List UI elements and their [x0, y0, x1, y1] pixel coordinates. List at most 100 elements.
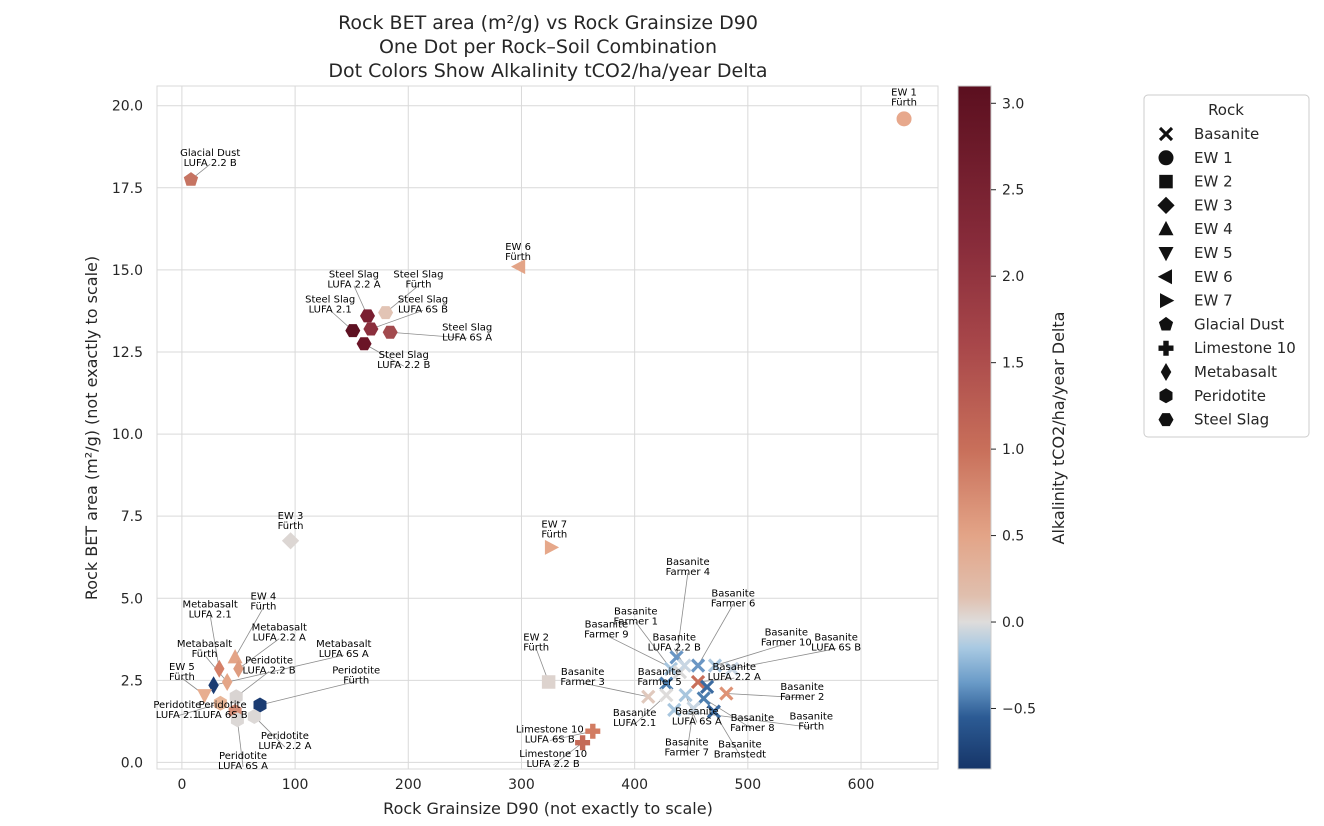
leader-line [582, 682, 649, 698]
point-label: Fürth [798, 721, 824, 732]
x-tick-label: 300 [508, 777, 535, 793]
y-axis-label: Rock BET area (m²/g) (not exactly to sca… [82, 256, 101, 600]
data-point [233, 659, 244, 678]
data-point [511, 259, 526, 275]
point-label: Basanite [713, 662, 757, 673]
point-label: Limestone 10 [519, 749, 587, 760]
legend-label: Limestone 10 [1194, 339, 1296, 357]
point-marker [229, 689, 243, 705]
legend-marker [1160, 363, 1172, 381]
point-marker [667, 702, 682, 717]
data-point [659, 676, 674, 691]
point-label: Bramstedt [714, 749, 766, 760]
point-label: Basanite [711, 588, 755, 599]
point-label: LUFA 2.2 B [527, 759, 580, 770]
point-marker [641, 689, 656, 704]
data-point [183, 172, 199, 186]
point-label: EW 4 [251, 592, 277, 603]
point-label: LUFA 2.1 [156, 710, 199, 721]
data-point [686, 701, 701, 716]
data-point [227, 649, 243, 664]
leader-line [236, 719, 244, 767]
legend-item: Glacial Dust [1158, 315, 1284, 333]
legend-label: EW 4 [1194, 220, 1233, 238]
legend-label: Glacial Dust [1194, 315, 1284, 333]
point-marker [221, 673, 233, 691]
legend-label: Basanite [1194, 125, 1259, 143]
data-point [541, 675, 556, 689]
colorbar-tick-label: 1.0 [1002, 442, 1024, 458]
point-marker [678, 688, 693, 703]
point-label: Fürth [505, 252, 531, 263]
point-label: LUFA 2.1 [189, 610, 232, 621]
leader-line [713, 711, 741, 756]
chart-title-group: Rock BET area (m²/g) vs Rock Grainsize D… [328, 12, 767, 82]
leader-line [209, 615, 220, 669]
point-label: Basanite [638, 667, 682, 678]
data-point [544, 539, 560, 555]
colorbar-tick-label: 0.0 [1002, 615, 1024, 631]
point-label: LUFA 2.2 A [327, 280, 380, 291]
data-point [360, 309, 375, 323]
legend-marker [1159, 388, 1173, 404]
point-marker [363, 322, 379, 336]
legend-label: EW 7 [1194, 292, 1233, 310]
point-marker [378, 306, 394, 320]
point-marker [544, 539, 560, 555]
point-label: LUFA 2.2 A [258, 741, 311, 752]
point-label: Metabasalt [252, 623, 307, 634]
x-axis-label: Rock Grainsize D90 (not exactly to scale… [383, 799, 713, 818]
point-label: Glacial Dust [180, 148, 240, 159]
point-label: Basanite [789, 711, 833, 722]
colorbar-tick-label: 2.5 [1002, 183, 1024, 199]
point-marker [896, 111, 912, 127]
data-point [585, 723, 601, 739]
y-tick-label: 10.0 [112, 427, 143, 443]
leader-line [697, 604, 734, 666]
point-marker [247, 709, 261, 724]
legend-item: EW 1 [1158, 149, 1233, 167]
colorbar: 3.0 2.5 2.0 1.5 1.0 0.5 0.0 −0.5 Alkalinity tCO… [957, 85, 1068, 770]
colorbar-label: Alkalinity tCO2/ha/year Delta [1049, 312, 1068, 545]
point-label: Fürth [192, 649, 218, 660]
leader-line [234, 607, 264, 658]
point-label: Metabasalt [183, 600, 238, 611]
point-label: Basanite [718, 739, 762, 750]
chart-subtitle-1: One Dot per Rock–Soil Combination [379, 36, 717, 58]
data-point [253, 697, 267, 713]
legend-item: Metabasalt [1160, 363, 1277, 381]
point-marker [677, 658, 692, 673]
point-label: Limestone 10 [516, 725, 584, 736]
leader-line [726, 693, 803, 699]
data-point [197, 689, 212, 704]
point-label: Fürth [406, 280, 432, 291]
point-marker [227, 649, 243, 664]
annotation-leader-lines [177, 163, 837, 767]
data-point [663, 661, 678, 676]
colorbar-tick-label: 1.5 [1002, 356, 1024, 372]
data-point [677, 658, 692, 673]
point-marker [719, 686, 734, 701]
point-label: Farmer 8 [730, 723, 774, 734]
data-point [706, 704, 721, 719]
point-label: Basanite [675, 706, 719, 717]
data-point [641, 689, 656, 704]
point-label: Basanite [614, 606, 658, 617]
legend-item: EW 2 [1159, 173, 1233, 191]
point-label: Metabasalt [316, 639, 371, 650]
point-label: LUFA 6S A [218, 761, 268, 772]
point-label: LUFA 6S B [398, 304, 448, 315]
data-point [690, 658, 706, 673]
point-label: LUFA 6S B [811, 643, 861, 654]
point-marker [253, 697, 267, 713]
point-label: LUFA 2.1 [309, 304, 352, 315]
leader-line [254, 716, 286, 748]
point-label: Fürth [250, 602, 276, 613]
point-label: Basanite [780, 682, 824, 693]
legend-marker [1158, 413, 1174, 427]
leader-line [259, 681, 357, 706]
leader-line [213, 654, 344, 686]
point-label: EW 2 [523, 633, 549, 644]
point-label: Fürth [343, 675, 369, 686]
point-label: Steel Slag [442, 322, 492, 333]
